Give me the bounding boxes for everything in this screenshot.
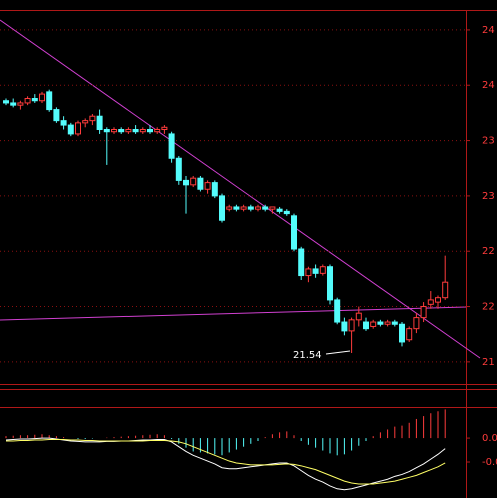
candle-body (67, 124, 74, 135)
marks: 21 22 22 23 23 24 24 21.54 0.0 -0.0 (0, 25, 497, 491)
candle-body (435, 297, 441, 303)
candle-body (154, 129, 161, 133)
candle-body (269, 206, 276, 210)
trend-line (0, 306, 467, 321)
candle-body (233, 206, 240, 210)
candle-body (175, 157, 182, 181)
candle-body (370, 321, 377, 327)
annotation-pointer (325, 350, 351, 355)
candle-body (89, 115, 96, 122)
candle-body (111, 129, 117, 133)
frame (0, 10, 497, 498)
candle-body (75, 122, 81, 135)
candle-body (355, 312, 362, 321)
candle-body (312, 268, 319, 274)
candle-body (276, 208, 283, 212)
candle-body (46, 91, 53, 111)
candle-body (82, 120, 89, 124)
candle-body (3, 100, 9, 104)
candle-body (161, 126, 168, 131)
candle-body (334, 299, 341, 323)
candle-body (291, 215, 297, 250)
candle-body (363, 321, 369, 330)
y-tick-label: 23 (482, 191, 495, 202)
candle-body (24, 98, 31, 104)
candle-body (204, 182, 211, 190)
y-tick-label: 21 (482, 357, 495, 368)
candle-body (31, 98, 38, 102)
candle-body (442, 281, 449, 299)
candle-body (219, 195, 225, 221)
y-tick-label: 22 (482, 246, 495, 257)
y-tick-label: 23 (482, 136, 495, 147)
candle-body (427, 299, 434, 305)
candle-body (327, 266, 333, 301)
candle-body (406, 328, 413, 341)
annotation: 21.54 (293, 350, 322, 361)
candle-body (139, 129, 146, 133)
candle-body (211, 182, 218, 197)
candle-body (226, 206, 233, 210)
macd-line (6, 439, 446, 485)
candle-body (132, 129, 139, 133)
y-tick-label: 24 (482, 80, 495, 91)
candle-body (96, 115, 103, 131)
candle-body (60, 120, 67, 126)
candle-body (190, 177, 197, 186)
candle-body (319, 266, 326, 274)
candle-body (183, 179, 189, 186)
candle-body (298, 248, 305, 277)
trend-line (0, 19, 481, 359)
y-tick-label: -0.0 (482, 457, 497, 468)
candle-body (197, 177, 204, 190)
candle-body (384, 321, 391, 325)
candle-body (305, 268, 312, 277)
candle-body (391, 321, 398, 325)
y-tick-label: 0.0 (482, 433, 497, 444)
candle-body (377, 321, 384, 325)
candle-body (118, 129, 125, 133)
candle-body (39, 93, 45, 102)
candle-body (103, 129, 110, 133)
candle-body (240, 206, 247, 210)
macd-line (5, 437, 446, 491)
candle-body (283, 210, 290, 215)
candle-body (17, 102, 24, 106)
candle-body (420, 306, 427, 319)
candle-body (255, 206, 261, 210)
candle-body (247, 206, 254, 210)
y-tick-label: 24 (482, 25, 495, 36)
candle-body (262, 206, 269, 210)
y-tick-label: 22 (482, 302, 495, 313)
candle-body (168, 133, 175, 159)
candle-body (10, 102, 17, 106)
candle-body (341, 321, 348, 332)
candle-body (399, 323, 405, 343)
candle-body (348, 319, 355, 332)
candle-body (147, 129, 153, 133)
candle-body (413, 317, 420, 330)
candle-body (53, 109, 60, 122)
candle-body (125, 129, 132, 133)
